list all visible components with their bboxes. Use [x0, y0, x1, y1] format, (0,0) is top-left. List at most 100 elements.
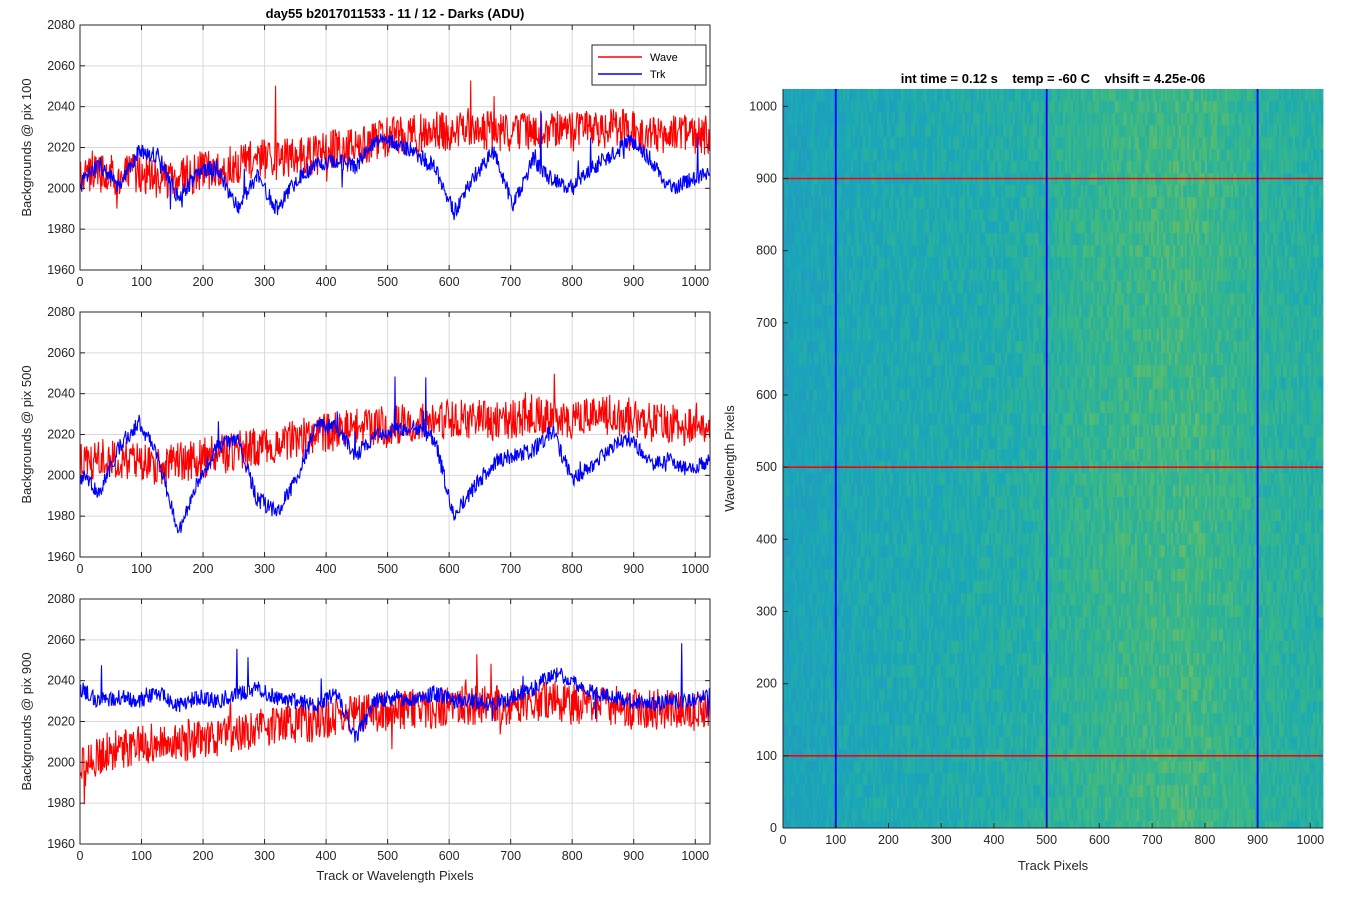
- heatmap-cell: [791, 725, 794, 738]
- heatmap-cell: [793, 737, 796, 750]
- heatmap-cell: [807, 269, 810, 282]
- heatmap-cell: [801, 653, 804, 666]
- heatmap-cell: [787, 329, 790, 342]
- heatmap-cell: [825, 593, 828, 606]
- heatmap-cell: [785, 653, 788, 666]
- heatmap-cell: [789, 737, 792, 750]
- heatmap-cell: [783, 641, 786, 654]
- heatmap-cell: [809, 797, 812, 810]
- heatmap-cell: [801, 557, 804, 570]
- heatmap-cell: [855, 737, 858, 750]
- heatmap-cell: [801, 581, 804, 594]
- heatmap-cell: [799, 101, 802, 114]
- heatmap-cell: [783, 665, 786, 678]
- heatmap-cell: [843, 473, 846, 486]
- heatmap-cell: [811, 713, 814, 726]
- heatmap-cell: [845, 413, 848, 426]
- heatmap-cell: [823, 389, 826, 402]
- heatmap-cell: [855, 305, 858, 318]
- heatmap-cell: [795, 713, 798, 726]
- heatmap-cell: [815, 761, 818, 774]
- heatmap-cell: [823, 713, 826, 726]
- heatmap-cell: [797, 509, 800, 522]
- heatmap-cell: [853, 581, 856, 594]
- heatmap-cell: [797, 425, 800, 438]
- heatmap-cell: [805, 89, 808, 102]
- heatmap-cell: [811, 509, 814, 522]
- heatmap-cell: [837, 521, 840, 534]
- heatmap-cell: [827, 281, 830, 294]
- heatmap-cell: [799, 137, 802, 150]
- heatmap-cell: [789, 533, 792, 546]
- heatmap-cell: [801, 545, 804, 558]
- heatmap-cell: [841, 521, 844, 534]
- heatmap-cell: [853, 665, 856, 678]
- heatmap-cell: [853, 533, 856, 546]
- heatmap-cell: [847, 473, 850, 486]
- heatmap-cell: [851, 425, 854, 438]
- heatmap-cell: [823, 821, 826, 829]
- heatmap-cell: [843, 221, 846, 234]
- heatmap-cell: [817, 89, 820, 102]
- heatmap-cell: [803, 245, 806, 258]
- y-tick-label: 2000: [47, 468, 75, 482]
- heatmap-cell: [817, 761, 820, 774]
- heatmap-cell: [793, 113, 796, 126]
- heatmap-cell: [841, 449, 844, 462]
- heatmap-cell: [847, 581, 850, 594]
- heatmap-cell: [793, 125, 796, 138]
- heatmap-cell: [797, 233, 800, 246]
- heatmap-cell: [855, 245, 858, 258]
- heatmap-cell: [831, 737, 834, 750]
- heatmap-cell: [845, 533, 848, 546]
- heatmap-cell: [813, 89, 816, 102]
- heatmap-cell: [805, 401, 808, 414]
- heatmap-cell: [831, 293, 834, 306]
- heatmap-cell: [791, 377, 794, 390]
- heatmap-cell: [807, 113, 810, 126]
- heatmap-cell: [847, 545, 850, 558]
- heatmap-cell: [839, 209, 842, 222]
- heatmap-cell: [793, 641, 796, 654]
- heatmap-cell: [853, 305, 856, 318]
- heatmap-cell: [787, 209, 790, 222]
- heatmap-cell: [789, 377, 792, 390]
- heatmap-cell: [827, 713, 830, 726]
- heatmap-cell: [851, 521, 854, 534]
- heatmap-cell: [825, 809, 828, 822]
- heatmap-cell: [821, 725, 824, 738]
- heatmap-cell: [827, 101, 830, 114]
- heatmap-cell: [821, 533, 824, 546]
- heatmap-cell: [787, 821, 790, 829]
- heatmap-cell: [833, 317, 836, 330]
- heatmap-cell: [807, 653, 810, 666]
- heatmap-cell: [783, 137, 786, 150]
- heatmap-cell: [797, 293, 800, 306]
- heatmap-cell: [819, 245, 822, 258]
- heatmap-cell: [791, 785, 794, 798]
- heatmap-cell: [827, 425, 830, 438]
- heatmap-cell: [829, 209, 832, 222]
- heatmap-cell: [783, 773, 786, 786]
- heatmap-cell: [815, 209, 818, 222]
- heatmap-cell: [837, 377, 840, 390]
- y-tick-label: 2060: [47, 633, 75, 647]
- heatmap-cell: [851, 785, 854, 798]
- heatmap-cell: [839, 641, 842, 654]
- heatmap-cell: [797, 713, 800, 726]
- heatmap-cell: [797, 737, 800, 750]
- heatmap-cell: [819, 581, 822, 594]
- heatmap-cell: [795, 641, 798, 654]
- heatmap-cell: [823, 329, 826, 342]
- heatmap-cell: [845, 497, 848, 510]
- heatmap-cell: [855, 257, 858, 270]
- heatmap-cell: [817, 233, 820, 246]
- heatmap-cell: [807, 329, 810, 342]
- heatmap-cell: [807, 413, 810, 426]
- heatmap-cell: [819, 389, 822, 402]
- heatmap-cell: [799, 197, 802, 210]
- heatmap-cell: [803, 569, 806, 582]
- heatmap-cell: [799, 245, 802, 258]
- heatmap-cell: [789, 233, 792, 246]
- y-tick-label: 2020: [47, 715, 75, 729]
